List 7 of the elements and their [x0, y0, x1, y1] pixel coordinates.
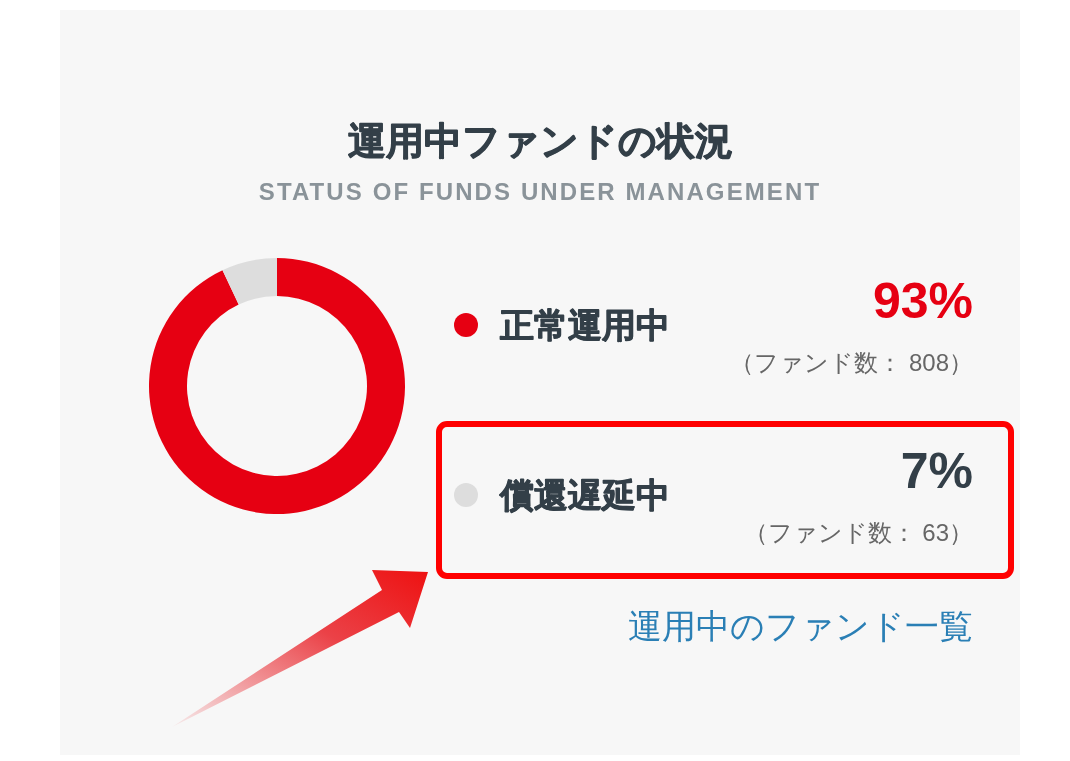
subtitle: STATUS OF FUNDS UNDER MANAGEMENT: [258, 178, 822, 205]
annotation: （ファンド数： 808）: [730, 349, 973, 376]
legend-label: 償還遅延中: [498, 476, 670, 514]
legend-label: 正常運用中: [499, 306, 670, 344]
title: 運用中ファンドの状況: [347, 120, 733, 162]
annotation: （ファンド数： 63）: [743, 519, 973, 546]
annotation: 運用中のファンド一覧: [628, 607, 973, 645]
